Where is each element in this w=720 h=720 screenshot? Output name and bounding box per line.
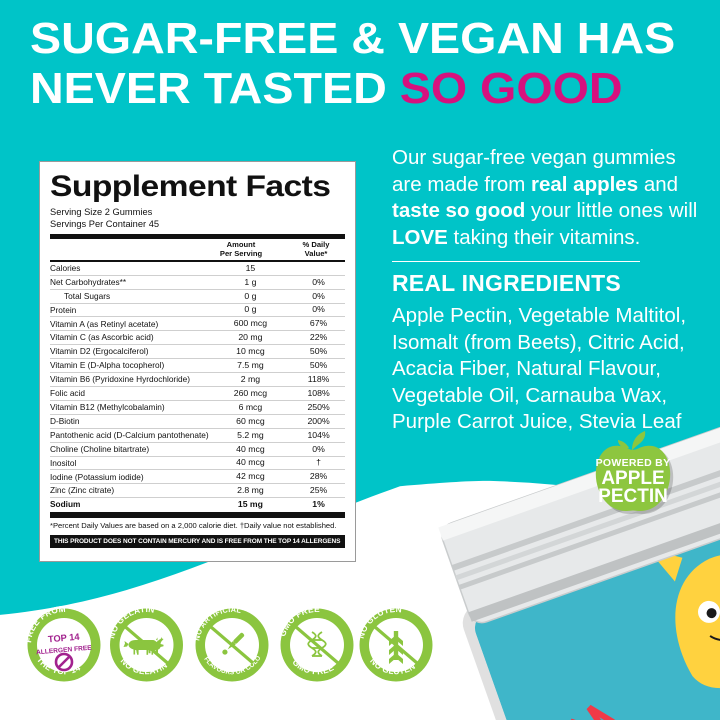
- svg-text:PECTIN: PECTIN: [598, 486, 668, 507]
